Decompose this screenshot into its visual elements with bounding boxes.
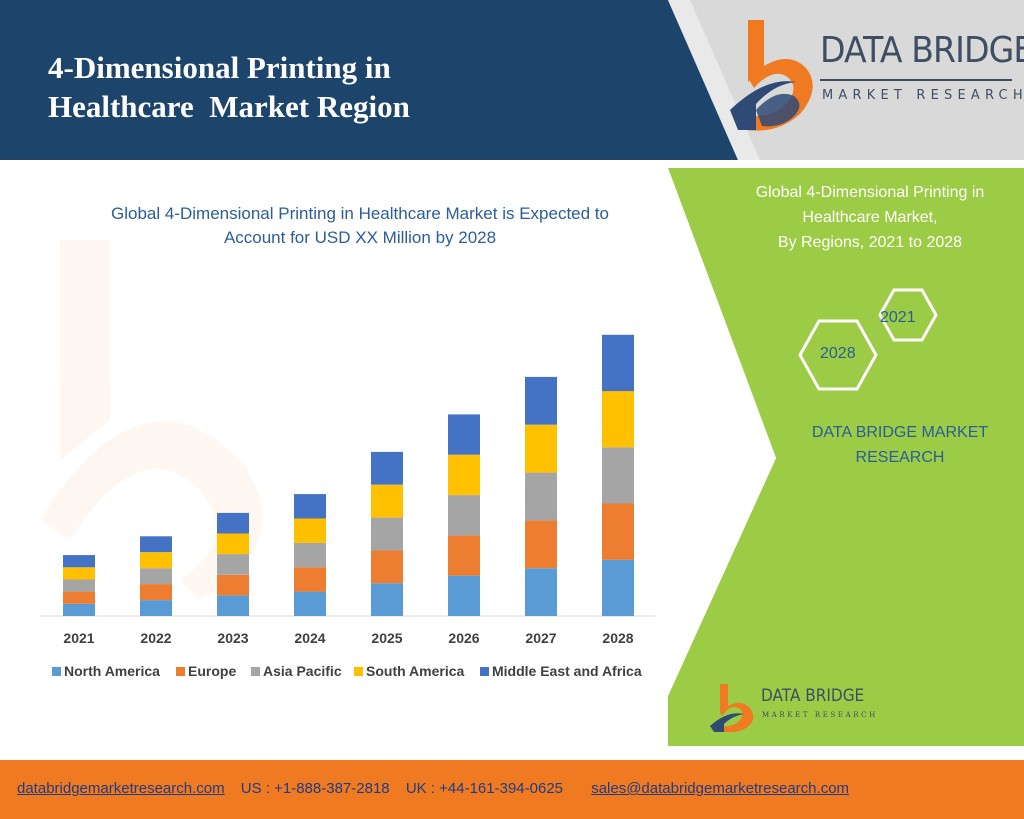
watermark: [40, 240, 263, 600]
chart-title: Global 4-Dimensional Printing in Healthc…: [40, 202, 680, 250]
x-tick-label: 2023: [217, 630, 248, 646]
legend-swatch-europe: [176, 667, 185, 676]
hexagon-2028-shape: [798, 319, 878, 391]
x-tick-labels: 2021 2022 2023 2024 2025 2026 2027 2028: [63, 630, 633, 646]
panel-brand-text: DATA BRIDGE MARKET RESEARCH: [790, 420, 1010, 470]
bar-2026-south-america: [448, 454, 480, 496]
x-tick-label: 2024: [294, 630, 325, 646]
legend-label-north-america: North America: [64, 663, 160, 679]
bar-2025-europe: [371, 550, 403, 584]
stacked-bar-chart: 2021 2022 2023 2024 2025 2026 2027 2028 North A…: [40, 240, 655, 679]
hexagon-2021-label: 2021: [880, 309, 916, 326]
small-logo-subtext: MARKET RESEARCH: [762, 711, 878, 719]
x-tick-label: 2028: [602, 630, 633, 646]
bar-2024-middle-east-and-africa: [294, 494, 326, 519]
bar-2021-middle-east-and-africa: [63, 555, 95, 568]
bar-2023-north-america: [217, 595, 249, 616]
bar-2022-middle-east-and-africa: [140, 536, 172, 553]
bar-2027-europe: [525, 520, 557, 569]
chart-title-line1: Global 4-Dimensional Printing in Healthc…: [111, 204, 609, 223]
footer-us-phone: US : +1-888-387-2818: [240, 780, 390, 797]
hexagon-2028-label: 2028: [820, 345, 856, 362]
panel-brand-line1: DATA BRIDGE MARKET: [811, 424, 989, 441]
hexagon-graphic: [798, 288, 938, 391]
bar-2021-asia-pacific: [63, 579, 95, 592]
bar-2025-north-america: [371, 583, 403, 616]
legend-label-south-america: South America: [366, 663, 464, 679]
chart-legend: North America Europe Asia Pacific South Ame…: [52, 663, 642, 679]
x-tick-label: 2025: [371, 630, 402, 646]
bar-2026-north-america: [448, 575, 480, 616]
page-title-line1: 4-Dimensional Printing in: [48, 50, 391, 85]
bar-2024-asia-pacific: [294, 542, 326, 568]
x-tick-label: 2022: [140, 630, 171, 646]
legend-swatch-north-america: [52, 667, 61, 676]
x-tick-label: 2027: [525, 630, 556, 646]
bar-2028-south-america: [602, 391, 634, 448]
bar-2025-middle-east-and-africa: [371, 451, 403, 485]
legend-label-middle-east-and-africa: Middle East and Africa: [492, 663, 642, 679]
bar-2024-europe: [294, 567, 326, 592]
bar-2023-middle-east-and-africa: [217, 512, 249, 534]
bar-2028-asia-pacific: [602, 447, 634, 504]
bar-2021-south-america: [63, 567, 95, 580]
legend-swatch-middle-east-and-africa: [480, 667, 489, 676]
panel-heading-line3: By Regions, 2021 to 2028: [777, 234, 963, 251]
logo-divider: [820, 79, 1012, 81]
panel-heading-line1: Global 4-Dimensional Printing in: [755, 184, 985, 201]
bar-2027-asia-pacific: [525, 472, 557, 521]
bar-2026-asia-pacific: [448, 495, 480, 536]
bar-2026-europe: [448, 535, 480, 576]
logo-text: DATA BRIDGE: [820, 30, 1024, 71]
panel-heading-line2: Healthcare Market,: [802, 209, 938, 226]
legend-label-asia-pacific: Asia Pacific: [263, 663, 342, 679]
bar-2024-north-america: [294, 591, 326, 616]
small-logo-icon: [710, 684, 754, 732]
footer-bar: [0, 760, 1024, 819]
x-tick-label: 2021: [63, 630, 94, 646]
panel-brand-line2: RESEARCH: [855, 449, 945, 466]
bar-2027-south-america: [525, 424, 557, 473]
chart-title-line2: Account for USD XX Million by 2028: [223, 228, 497, 247]
bar-2021-north-america: [63, 603, 95, 616]
bar-2023-europe: [217, 574, 249, 596]
bar-2024-south-america: [294, 518, 326, 543]
footer-contact-row: databridgemarketresearch.com US : +1-888…: [17, 780, 849, 797]
bar-2027-north-america: [525, 568, 557, 616]
bar-2023-asia-pacific: [217, 554, 249, 575]
bar-2026-middle-east-and-africa: [448, 414, 480, 455]
page-title-line2: Healthcare Market Region: [48, 89, 410, 124]
legend-swatch-asia-pacific: [251, 667, 260, 676]
small-logo-text: DATA BRIDGE: [761, 686, 865, 706]
bar-2028-north-america: [602, 559, 634, 617]
bar-2022-asia-pacific: [140, 568, 172, 585]
bar-2028-middle-east-and-africa: [602, 334, 634, 392]
bars-group: [63, 334, 634, 617]
hexagon-2021-shape: [878, 288, 938, 342]
bar-2027-middle-east-and-africa: [525, 376, 557, 425]
bar-2025-south-america: [371, 484, 403, 518]
x-tick-label: 2026: [448, 630, 479, 646]
footer-email-link[interactable]: sales@databridgemarketresearch.com: [591, 780, 850, 797]
page-title: 4-Dimensional Printing in Healthcare Mar…: [48, 48, 648, 126]
logo-subtext: MARKET RESEARCH: [822, 88, 1024, 103]
bar-2022-europe: [140, 584, 172, 600]
bar-2021-europe: [63, 591, 95, 604]
bar-2028-europe: [602, 503, 634, 560]
panel-heading: Global 4-Dimensional Printing in Healthc…: [720, 180, 1020, 255]
bar-2022-north-america: [140, 600, 172, 616]
bar-2023-south-america: [217, 533, 249, 555]
bar-2025-asia-pacific: [371, 517, 403, 551]
data-bridge-logo-icon: [730, 20, 813, 131]
footer-website-link[interactable]: databridgemarketresearch.com: [17, 780, 225, 797]
bar-2022-south-america: [140, 552, 172, 569]
legend-label-europe: Europe: [188, 663, 236, 679]
legend-swatch-south-america: [354, 667, 363, 676]
footer-uk-phone: UK : +44-161-394-0625: [405, 780, 564, 797]
